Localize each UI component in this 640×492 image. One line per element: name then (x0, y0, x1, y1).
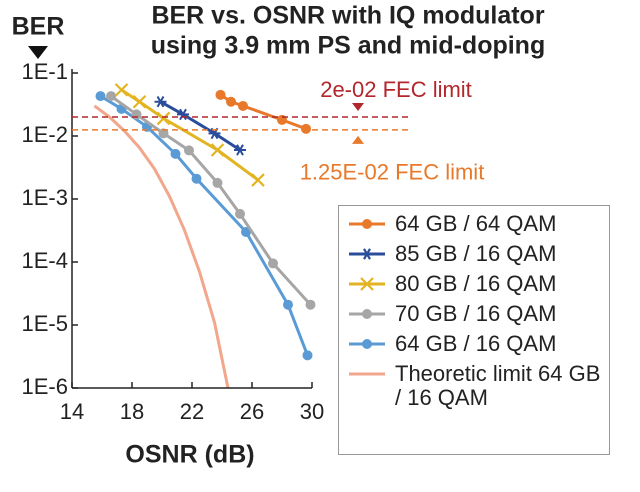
y-tick-label: 1E-5 (22, 311, 68, 336)
x-tick-label: 26 (240, 399, 264, 424)
marker (212, 177, 223, 188)
legend-marker (360, 277, 374, 291)
y-axis-arrow (28, 46, 48, 59)
series-line (110, 94, 312, 306)
legend-entry: 85 GB / 16 QAM (347, 242, 601, 266)
legend-label: 70 GB / 16 QAM (395, 301, 557, 326)
legend-swatch (349, 309, 385, 319)
marker (305, 299, 316, 310)
legend-entry: Theoretic limit 64 GB / 16 QAM (347, 362, 601, 410)
chart-title-line: BER vs. OSNR with IQ modulator (151, 2, 544, 30)
legend-entry: 80 GB / 16 QAM (347, 272, 601, 296)
plot-area (93, 83, 316, 389)
marker (235, 208, 245, 219)
marker (131, 109, 142, 120)
series (106, 91, 316, 310)
x-tick-label: 14 (60, 399, 84, 424)
legend-swatch (349, 339, 385, 349)
series (154, 96, 246, 156)
series-line (159, 100, 241, 152)
y-tick-label: 1E-2 (22, 122, 68, 147)
series (93, 104, 230, 389)
marker (156, 111, 171, 126)
x-axis-label: OSNR (dB) (125, 441, 254, 469)
marker (95, 91, 106, 102)
series (114, 83, 265, 187)
y-tick-label: 1E-6 (22, 374, 68, 399)
x-tick-label: 18 (120, 399, 144, 424)
chart-title-line: using 3.9 mm PS and mid-doping (151, 32, 545, 60)
marker (114, 83, 129, 97)
marker (283, 299, 293, 310)
marker (177, 108, 189, 121)
legend-swatch (349, 277, 385, 291)
legend-entry: 70 GB / 16 QAM (347, 302, 601, 326)
legend-marker (362, 339, 372, 349)
marker (210, 143, 225, 157)
legend-marker (362, 309, 372, 319)
series-line (99, 94, 309, 356)
series-line (93, 104, 230, 389)
legend-marker (361, 248, 373, 260)
marker (184, 145, 194, 156)
legend-marker (362, 219, 372, 229)
y-axis-label: BER (12, 13, 65, 41)
marker (301, 123, 311, 134)
y-tick-label: 1E-1 (22, 59, 68, 84)
marker (170, 148, 181, 159)
legend-entry: 64 GB / 64 QAM (347, 212, 601, 236)
legend-swatch (349, 372, 385, 376)
marker (241, 226, 251, 237)
fec-limit-arrow (352, 135, 364, 144)
fec-limit-arrow (352, 103, 364, 112)
fec-limit-label: 2e-02 FEC limit (320, 77, 472, 102)
legend-entry: 64 GB / 16 QAM (347, 332, 601, 356)
legend-swatch (349, 219, 385, 229)
series (215, 89, 311, 134)
legend-label: 85 GB / 16 QAM (395, 241, 557, 266)
x-tick-label: 22 (180, 399, 204, 424)
legend-swatch (349, 248, 385, 260)
y-tick-label: 1E-4 (22, 248, 68, 273)
marker (215, 89, 226, 100)
fec-limit-label: 1.25E-02 FEC limit (300, 160, 485, 185)
legend-label: Theoretic limit 64 GB / 16 QAM (395, 361, 601, 410)
legend-label: 64 GB / 16 QAM (395, 331, 557, 356)
y-tick-label: 1E-3 (22, 185, 68, 210)
marker (226, 96, 236, 107)
legend-label: 64 GB / 64 QAM (395, 211, 557, 236)
marker (132, 94, 147, 109)
marker (234, 144, 246, 156)
marker (251, 173, 265, 187)
marker (238, 100, 248, 111)
legend: 64 GB / 64 QAM 85 GB / 16 QAM 80 GB / 16 Q… (338, 205, 610, 455)
legend-label: 80 GB / 16 QAM (395, 271, 557, 296)
x-tick-label: 30 (300, 399, 324, 424)
marker (191, 173, 202, 184)
series (95, 91, 313, 361)
marker (302, 350, 313, 361)
marker (154, 96, 167, 108)
marker (158, 128, 169, 139)
marker (268, 258, 278, 269)
marker (106, 91, 116, 102)
